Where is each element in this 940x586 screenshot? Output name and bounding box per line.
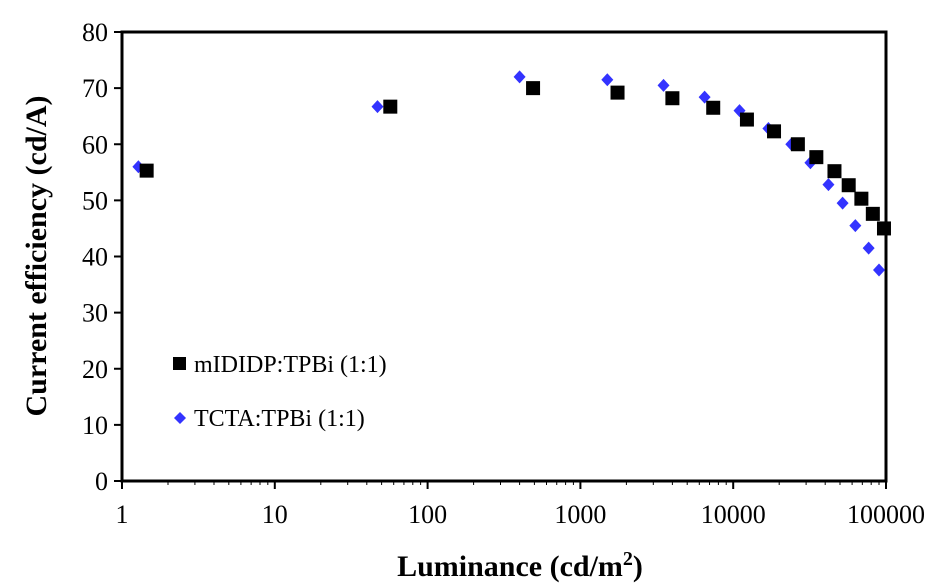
data-point-square: [854, 191, 869, 206]
data-point-square: [865, 206, 880, 221]
x-axis-title-superscript: 2: [623, 548, 633, 570]
data-point-square: [876, 221, 891, 236]
data-point-square: [841, 178, 856, 193]
data-point-diamond: [513, 70, 526, 84]
data-series: [132, 70, 891, 277]
data-point-square: [827, 164, 842, 179]
x-tick-label: 10000: [701, 500, 766, 529]
legend-marker-mididp-tpbi: [173, 357, 186, 370]
x-tick-label: 1: [116, 500, 129, 529]
data-point-diamond: [698, 90, 711, 104]
data-point-square: [139, 163, 154, 178]
data-point-diamond: [601, 73, 614, 87]
data-point-square: [790, 137, 805, 152]
data-point-square: [739, 112, 754, 127]
x-tick-label: 10: [262, 500, 288, 529]
legend-marker-tcta-tpbi: [174, 412, 186, 424]
y-tick-label: 70: [82, 74, 108, 103]
y-axis-title: Current efficiency (cd/A): [20, 95, 53, 416]
data-point-square: [706, 100, 721, 115]
data-point-square: [809, 150, 824, 165]
data-point-diamond: [657, 78, 670, 92]
data-point-diamond: [836, 196, 849, 210]
data-point-square: [526, 81, 541, 96]
data-point-diamond: [849, 219, 862, 233]
x-tick-label: 1000: [554, 500, 606, 529]
y-tick-label: 60: [82, 130, 108, 159]
data-point-diamond: [873, 263, 886, 277]
x-axis-title-end: ): [633, 550, 643, 583]
legend-label-tcta-tpbi: TCTA:TPBi (1:1): [194, 406, 365, 432]
data-point-diamond: [371, 100, 384, 114]
y-tick-label: 80: [82, 18, 108, 47]
x-axis-title: Luminance (cd/m2): [397, 548, 643, 583]
y-tick-label: 20: [82, 355, 108, 384]
data-point-diamond: [822, 178, 835, 192]
x-axis: 1 10 100 1000 10000 100000: [116, 481, 925, 529]
y-tick-label: 0: [95, 467, 108, 496]
legend-label-mididp-tpbi: mIDIDP:TPBi (1:1): [194, 352, 387, 378]
data-point-square: [665, 91, 680, 106]
data-point-square: [767, 124, 782, 139]
y-tick-label: 10: [82, 411, 108, 440]
x-tick-label: 100: [408, 500, 447, 529]
y-tick-label: 30: [82, 299, 108, 328]
y-tick-label: 40: [82, 243, 108, 272]
data-point-square: [383, 99, 398, 114]
y-axis: 0 10 20 30 40 50 60 70 80: [82, 18, 122, 496]
data-point-square: [610, 85, 625, 100]
x-tick-label: 100000: [847, 500, 925, 529]
y-tick-label: 50: [82, 186, 108, 215]
x-axis-title-main: Luminance (cd/m: [397, 550, 623, 583]
data-point-diamond: [862, 241, 875, 255]
legend: mIDIDP:TPBi (1:1) TCTA:TPBi (1:1): [173, 352, 387, 432]
